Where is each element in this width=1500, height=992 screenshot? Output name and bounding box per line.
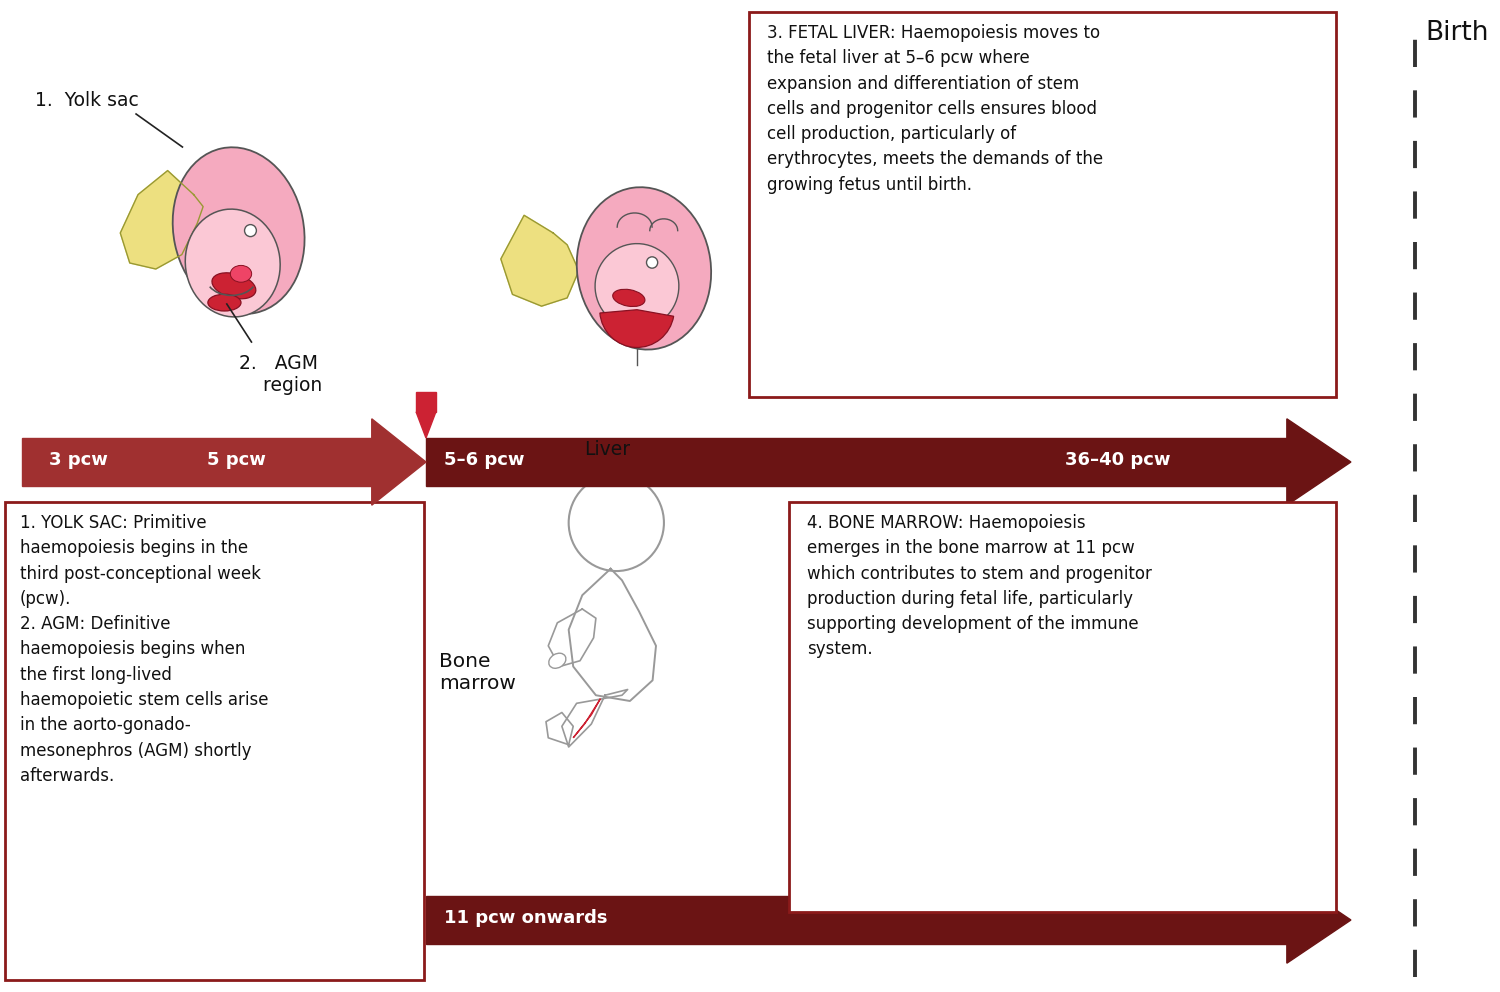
Polygon shape xyxy=(568,568,656,701)
Text: 2.   AGM
    region: 2. AGM region xyxy=(238,354,322,395)
Text: 36–40 pcw: 36–40 pcw xyxy=(1065,451,1170,469)
Circle shape xyxy=(568,474,664,571)
Polygon shape xyxy=(416,412,436,438)
Polygon shape xyxy=(546,712,573,745)
Text: 4. BONE MARROW: Haemopoiesis
emerges in the bone marrow at 11 pcw
which contribu: 4. BONE MARROW: Haemopoiesis emerges in … xyxy=(807,514,1152,659)
Text: 3. FETAL LIVER: Haemopoiesis moves to
the fetal liver at 5–6 pcw where
expansion: 3. FETAL LIVER: Haemopoiesis moves to th… xyxy=(766,24,1104,193)
Text: Bone
marrow: Bone marrow xyxy=(440,652,516,693)
Ellipse shape xyxy=(172,147,304,313)
Polygon shape xyxy=(21,438,372,486)
Circle shape xyxy=(244,224,256,237)
Text: 5 pcw: 5 pcw xyxy=(207,451,266,469)
Polygon shape xyxy=(372,419,426,505)
Text: Birth: Birth xyxy=(1425,20,1488,46)
Polygon shape xyxy=(120,171,202,269)
FancyBboxPatch shape xyxy=(789,502,1336,912)
Ellipse shape xyxy=(596,244,680,328)
Polygon shape xyxy=(549,609,596,667)
Polygon shape xyxy=(501,215,579,307)
Text: 1. YOLK SAC: Primitive
haemopoiesis begins in the
third post-conceptional week
(: 1. YOLK SAC: Primitive haemopoiesis begi… xyxy=(20,514,268,785)
FancyBboxPatch shape xyxy=(4,502,424,980)
Text: 5–6 pcw: 5–6 pcw xyxy=(444,451,524,469)
Wedge shape xyxy=(600,310,674,347)
Text: Liver: Liver xyxy=(584,440,630,459)
Ellipse shape xyxy=(186,209,280,316)
Polygon shape xyxy=(416,392,436,412)
Polygon shape xyxy=(562,689,627,747)
Ellipse shape xyxy=(231,266,252,282)
Ellipse shape xyxy=(209,295,242,311)
Circle shape xyxy=(646,257,657,268)
Text: 3 pcw: 3 pcw xyxy=(50,451,108,469)
Polygon shape xyxy=(1287,877,1352,963)
FancyBboxPatch shape xyxy=(750,12,1336,397)
Ellipse shape xyxy=(612,290,645,307)
Text: 1.  Yolk sac: 1. Yolk sac xyxy=(34,91,138,110)
Ellipse shape xyxy=(211,273,256,299)
Text: 11 pcw onwards: 11 pcw onwards xyxy=(444,909,608,927)
Ellipse shape xyxy=(549,653,566,669)
Polygon shape xyxy=(426,896,1287,944)
Polygon shape xyxy=(426,438,1287,486)
Ellipse shape xyxy=(578,187,711,349)
Polygon shape xyxy=(573,698,600,738)
Polygon shape xyxy=(1287,419,1352,505)
